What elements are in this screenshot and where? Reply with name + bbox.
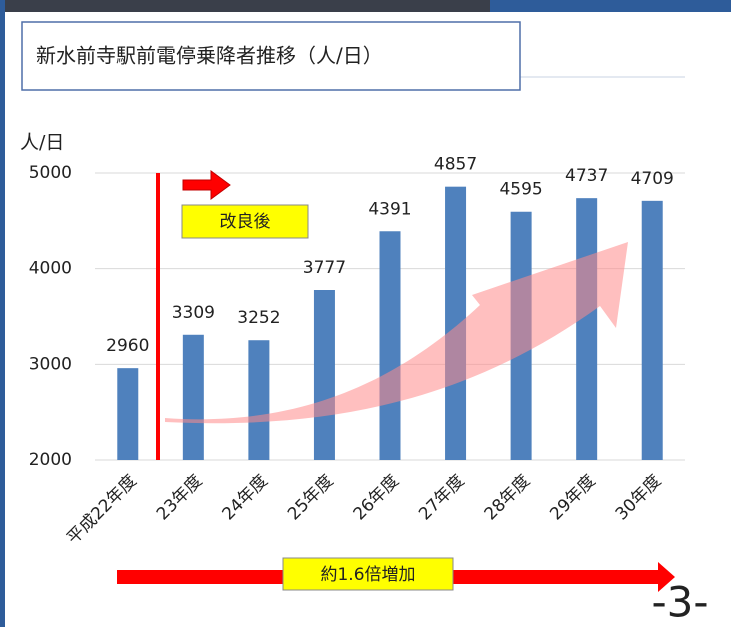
page-number: -3-	[651, 578, 708, 627]
bar	[576, 198, 597, 460]
chart-title: 新水前寺駅前電停乗降者推移（人/日）	[36, 44, 383, 68]
annotation: 改良後	[220, 212, 271, 232]
background	[0, 0, 731, 627]
data-label: 4857	[434, 155, 477, 175]
top-photo-strip	[0, 0, 490, 12]
bar	[248, 340, 269, 460]
y-tick-label: 5000	[29, 163, 72, 183]
data-label: 3252	[237, 308, 280, 328]
bar	[642, 201, 663, 460]
data-label: 4709	[631, 169, 674, 189]
data-label: 4737	[565, 166, 608, 186]
data-label: 4391	[368, 199, 411, 219]
bar	[314, 290, 335, 460]
y-axis-label: 人/日	[20, 132, 64, 154]
y-tick-label: 2000	[29, 450, 72, 470]
data-label: 3777	[303, 258, 346, 278]
y-tick-label: 4000	[29, 259, 72, 279]
y-tick-label: 3000	[29, 354, 72, 374]
bar	[117, 368, 138, 460]
left-border	[0, 0, 5, 627]
bar	[380, 231, 401, 460]
data-label: 2960	[106, 336, 149, 356]
data-label: 4595	[499, 180, 542, 200]
chart: 新水前寺駅前電停乗降者推移（人/日） 人/日 2000300040005000平…	[0, 0, 731, 627]
data-label: 3309	[172, 303, 215, 323]
bar	[183, 335, 204, 460]
annotation: 約1.6倍増加	[320, 565, 415, 585]
top-blue-strip	[490, 0, 731, 12]
